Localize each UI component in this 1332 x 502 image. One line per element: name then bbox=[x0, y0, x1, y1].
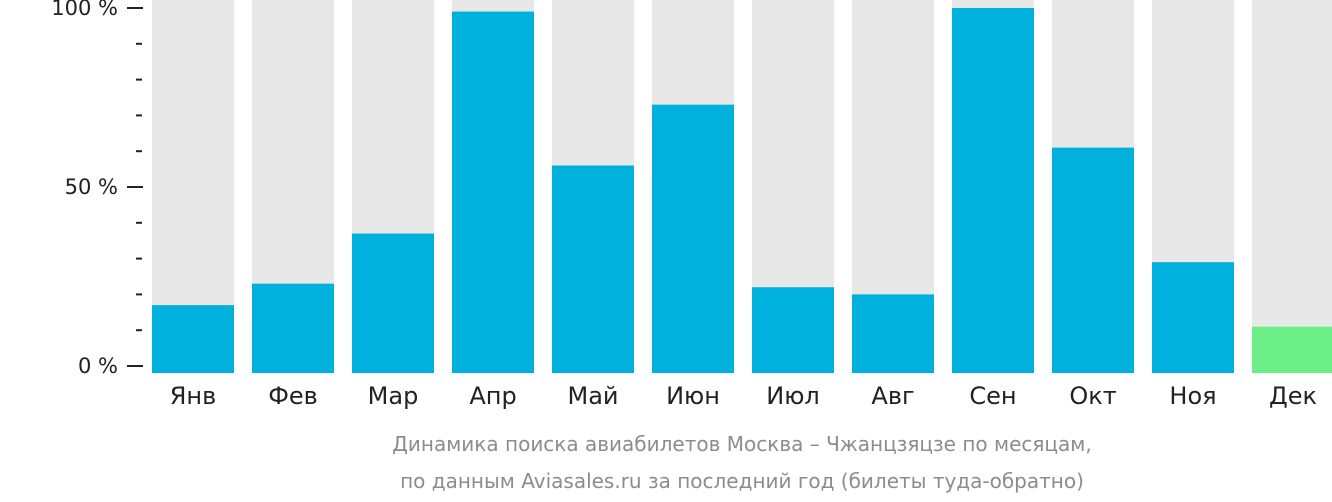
x-tick-label-2: Фев bbox=[268, 382, 318, 410]
bar-3 bbox=[352, 233, 434, 373]
bar-8 bbox=[852, 294, 934, 373]
bar-5 bbox=[552, 165, 634, 373]
y-axis: 100 % 50 % 0 % bbox=[51, 0, 143, 378]
y-tick-label-100: 100 % bbox=[51, 0, 118, 20]
x-tick-label-1: Янв bbox=[170, 382, 217, 410]
bar-11 bbox=[1152, 262, 1234, 373]
x-tick-label-5: Май bbox=[567, 382, 618, 410]
bar-12 bbox=[1252, 326, 1332, 373]
chart-caption-line-2: по данным Aviasales.ru за последний год … bbox=[400, 469, 1084, 493]
chart-caption-line-1: Динамика поиска авиабилетов Москва – Чжа… bbox=[392, 432, 1091, 456]
x-tick-label-11: Ноя bbox=[1169, 382, 1216, 410]
bar-9 bbox=[952, 8, 1034, 373]
x-tick-label-9: Сен bbox=[969, 382, 1016, 410]
bar-4 bbox=[452, 11, 534, 374]
y-tick-label-50: 50 % bbox=[65, 175, 118, 199]
x-tick-label-3: Мар bbox=[368, 382, 419, 410]
x-tick-label-12: Дек bbox=[1269, 382, 1317, 410]
x-axis: Янв Фев Мар Апр Май Июн Июл Авг Сен Окт Ноя Дек bbox=[170, 382, 1317, 410]
x-tick-label-4: Апр bbox=[469, 382, 516, 410]
y-tick-label-0: 0 % bbox=[78, 354, 118, 378]
x-tick-label-10: Окт bbox=[1069, 382, 1116, 410]
bars bbox=[152, 8, 1332, 374]
x-tick-label-8: Авг bbox=[871, 382, 914, 410]
bar-7 bbox=[752, 287, 834, 373]
bar-6 bbox=[652, 104, 734, 373]
bar-1 bbox=[152, 305, 234, 373]
bar-10 bbox=[1052, 147, 1134, 373]
x-tick-label-6: Июн bbox=[666, 382, 720, 410]
bar-track-12 bbox=[1252, 0, 1332, 373]
bar-2 bbox=[252, 283, 334, 373]
x-tick-label-7: Июл bbox=[766, 382, 820, 410]
